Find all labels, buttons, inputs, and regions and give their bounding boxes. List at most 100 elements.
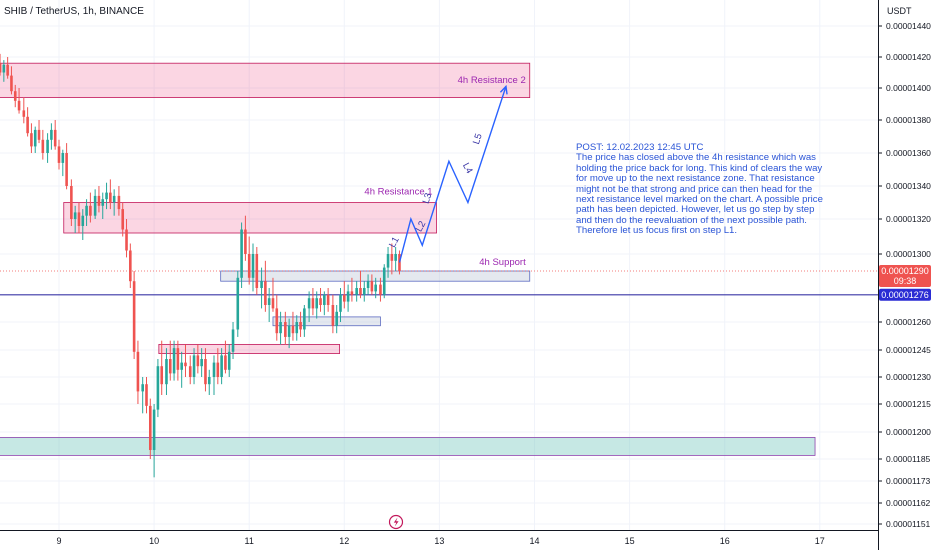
candle-body	[216, 362, 220, 377]
candle-body	[117, 195, 121, 210]
price-tick-label: 0.00001185	[886, 454, 931, 464]
zone-rect	[0, 62, 531, 99]
candle-body	[50, 129, 53, 140]
candle-body	[247, 254, 251, 278]
currency-label: USDT	[887, 6, 912, 16]
candle-body	[220, 355, 223, 377]
date-tick-label: 9	[56, 536, 61, 546]
candle-body	[13, 91, 17, 101]
candle-body	[335, 311, 338, 326]
date-tick-label: 17	[815, 536, 825, 546]
candle-body	[264, 281, 267, 305]
candle-body	[184, 362, 187, 367]
zone-rect	[0, 436, 816, 456]
wave-label: L2	[414, 219, 429, 234]
candle-body	[370, 281, 374, 292]
candle-body	[70, 186, 73, 219]
candle-body	[33, 129, 37, 147]
candle-body	[382, 267, 386, 295]
candle-body	[156, 366, 160, 410]
candle-body	[101, 199, 105, 206]
date-tick-label: 11	[245, 536, 254, 546]
candle-body	[303, 308, 306, 330]
candle-body	[227, 351, 231, 370]
candle-body	[390, 254, 394, 261]
candle-body	[125, 229, 128, 251]
date-tick-label: 10	[149, 536, 159, 546]
candle-body	[165, 359, 168, 385]
price-tick-label: 0.00001320	[886, 214, 931, 224]
candle-body	[37, 129, 41, 140]
chart-title: SHIB / TetherUS, 1h, BINANCE	[4, 6, 144, 17]
candle-body	[148, 405, 152, 450]
candle-body	[17, 100, 21, 111]
candle-body	[172, 348, 176, 374]
candle-body	[240, 229, 243, 278]
candle-body	[61, 153, 65, 163]
candle-body	[129, 250, 132, 282]
candle-body	[46, 139, 49, 153]
price-tick-label: 0.00001162	[886, 498, 931, 508]
candle-body	[26, 116, 29, 134]
price-tick-label: 0.00001340	[886, 181, 931, 191]
projected-path-layer	[398, 84, 508, 263]
candle-body	[6, 64, 9, 76]
candle-body	[176, 348, 180, 370]
candle-body	[200, 359, 203, 367]
candle-body	[89, 205, 92, 216]
candle-body	[379, 284, 382, 295]
candle-body	[73, 212, 77, 219]
candle-body	[271, 298, 275, 309]
candle-body	[231, 329, 235, 352]
line-price-value: 0.00001276	[881, 290, 929, 300]
zone-rect	[63, 202, 437, 234]
zone-label: 4h Resistance 1	[364, 187, 432, 198]
candle-body	[132, 281, 136, 352]
candle-body	[260, 281, 263, 288]
candle-body	[97, 195, 101, 206]
candle-body	[366, 281, 370, 288]
candle-countdown: 09:38	[894, 276, 917, 286]
date-ticks: 9 10 11 12 13 14 15 16 17	[56, 536, 824, 546]
candle-body	[279, 322, 282, 334]
candle-body	[362, 288, 366, 295]
candle-body	[339, 294, 342, 312]
date-tick-label: 16	[720, 536, 730, 546]
candle-body	[152, 409, 156, 450]
candle-layer	[0, 53, 401, 478]
candle-body	[331, 305, 335, 326]
date-tick-label: 14	[529, 536, 539, 546]
projected-path	[398, 86, 507, 263]
price-tick-label: 0.00001360	[886, 148, 931, 158]
grid	[0, 0, 878, 530]
price-tick-label: 0.00001173	[886, 476, 931, 486]
line-price-badge: 0.00001276	[879, 288, 931, 301]
candle-body	[386, 254, 390, 268]
price-tick-label: 0.00001151	[886, 519, 931, 529]
date-tick-label: 12	[339, 536, 349, 546]
projected-path-arrowhead	[499, 84, 508, 95]
candle-body	[315, 298, 319, 309]
price-ticks: 0.00001440 0.00001420 0.00001400 0.00001380…	[878, 21, 931, 529]
zone-rect	[158, 343, 340, 354]
candle-body	[319, 298, 322, 305]
last-price-badge: 0.00001290 09:38	[879, 265, 931, 287]
candle-body	[295, 322, 299, 334]
price-tick-label: 0.00001245	[886, 345, 931, 355]
candle-body	[2, 64, 6, 73]
candle-body	[394, 254, 397, 261]
lightning-icon[interactable]	[388, 514, 404, 530]
candle-body	[267, 298, 271, 305]
date-tick-label: 15	[625, 536, 635, 546]
analysis-note: POST: 12.02.2023 12:45 UTC The price has…	[576, 142, 823, 237]
candle-body	[85, 205, 88, 216]
candle-body	[224, 355, 227, 370]
candle-body	[236, 277, 240, 330]
zone-label: 4h Support	[479, 257, 526, 268]
zone-label: 4h Resistance 2	[458, 75, 526, 86]
candle-body	[188, 366, 192, 377]
candle-body	[275, 308, 279, 334]
candle-body	[145, 384, 148, 406]
candle-body	[343, 294, 346, 302]
